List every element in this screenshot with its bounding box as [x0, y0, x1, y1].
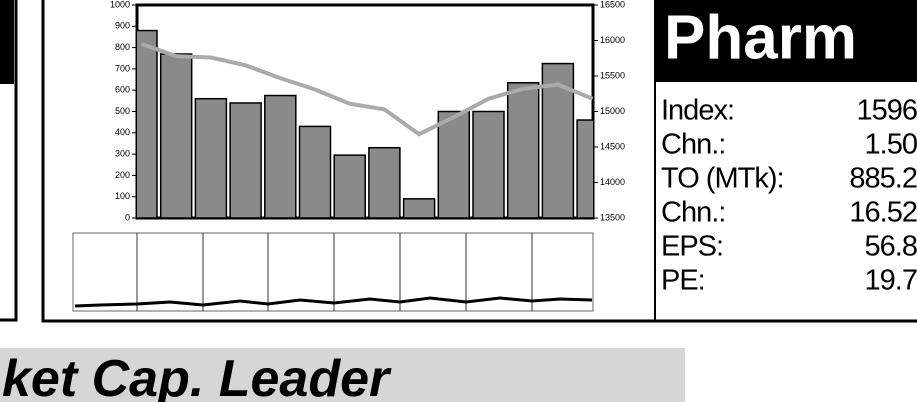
- row-value: 16.52: [849, 197, 917, 229]
- y2-tick-label: 15000: [600, 106, 625, 116]
- row-value: 1.50: [865, 129, 917, 161]
- bar: [298, 125, 332, 218]
- left-header: [0, 0, 14, 84]
- y-tick-label: 300: [115, 148, 130, 158]
- bar: [472, 110, 505, 218]
- y2-tick-label: 14000: [600, 177, 625, 187]
- bar: [194, 97, 228, 218]
- bar: [402, 198, 436, 218]
- bar: [229, 102, 262, 218]
- row-label: EPS:: [661, 231, 723, 263]
- row-label: Chn.:: [661, 197, 725, 229]
- y-tick-label: 1000: [110, 0, 130, 9]
- y-tick-label: 500: [115, 106, 130, 116]
- bar: [333, 154, 366, 218]
- row-label: Chn.:: [661, 129, 725, 161]
- bar: [541, 62, 575, 218]
- y2-tick-label: 13500: [600, 212, 625, 222]
- y-tick-label: 0: [125, 212, 130, 222]
- bar: [506, 81, 540, 218]
- volume-strip: [72, 232, 594, 312]
- row-value: 19.7: [865, 265, 917, 297]
- y2-tick-label: 15500: [600, 70, 625, 80]
- y-tick-label: 400: [115, 127, 130, 137]
- row-value: 885.2: [849, 163, 917, 195]
- left-panel: [0, 0, 18, 322]
- panel-header: [655, 0, 917, 82]
- y-tick-label: 900: [115, 21, 130, 31]
- row-value: 56.8: [865, 231, 917, 263]
- bar: [159, 53, 193, 218]
- banner-bg: [0, 348, 685, 402]
- y-tick-label: 200: [115, 170, 130, 180]
- y-tick-label: 700: [115, 63, 130, 73]
- y2-tick-label: 16500: [600, 0, 625, 9]
- bar: [437, 110, 471, 218]
- y2-tick-label: 16000: [600, 35, 625, 45]
- panel-title: Pharm: [664, 3, 857, 72]
- bar: [264, 94, 297, 218]
- main-panel: [41, 0, 917, 323]
- row-label: TO (MTk):: [661, 163, 784, 195]
- y-tick-label: 100: [115, 191, 130, 201]
- row-value: 1596: [856, 95, 917, 127]
- y2-tick-label: 14500: [600, 141, 625, 151]
- line: [140, 42, 593, 137]
- row-label: PE:: [661, 265, 705, 297]
- bar: [368, 146, 401, 218]
- row-label: Index:: [661, 95, 734, 127]
- banner-title: ket Cap. Leader: [2, 350, 392, 402]
- bar: [576, 119, 593, 218]
- y-tick-label: 800: [115, 42, 130, 52]
- y-tick-label: 600: [115, 85, 130, 95]
- bar: [137, 29, 158, 218]
